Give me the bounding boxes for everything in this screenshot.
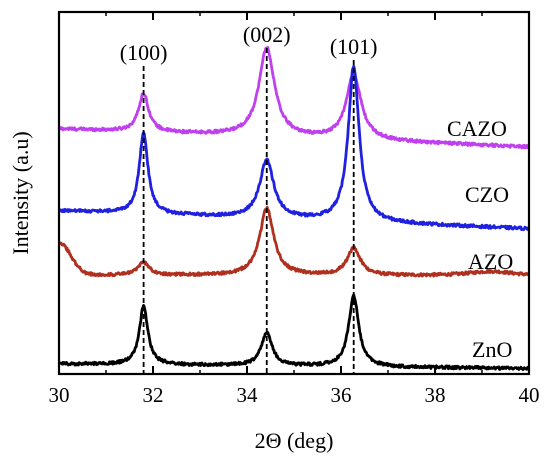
series-line-azo — [57, 205, 530, 278]
peak-marker-label: (002) — [243, 22, 291, 47]
x-tick-label: 32 — [143, 383, 164, 407]
series-label-cazo: CAZO — [447, 116, 507, 141]
x-axis-label: 2Θ (deg) — [255, 428, 334, 453]
series-curves: CAZO CZO AZO ZnO — [57, 46, 531, 372]
x-tick-label: 30 — [49, 383, 70, 407]
plot-frame — [57, 10, 531, 376]
peak-markers: (100) (002) (101) — [120, 22, 378, 374]
x-tick-label: 36 — [331, 383, 352, 407]
x-tick-label: 34 — [237, 383, 259, 407]
x-tick-label: 38 — [425, 383, 446, 407]
series-label-zno: ZnO — [472, 337, 512, 362]
series-line-zno — [57, 293, 531, 372]
peak-marker-label: (100) — [120, 40, 168, 65]
x-tick-label: 40 — [519, 383, 540, 407]
series-label-czo: CZO — [465, 182, 509, 207]
x-axis-ticks: 30 32 34 36 38 40 — [49, 12, 540, 407]
peak-marker-label: (101) — [330, 34, 378, 59]
series-line-cazo — [57, 46, 530, 150]
series-line-czo — [58, 64, 531, 232]
series-label-azo: AZO — [468, 249, 513, 274]
y-axis-label: Intensity (a.u) — [8, 131, 33, 254]
